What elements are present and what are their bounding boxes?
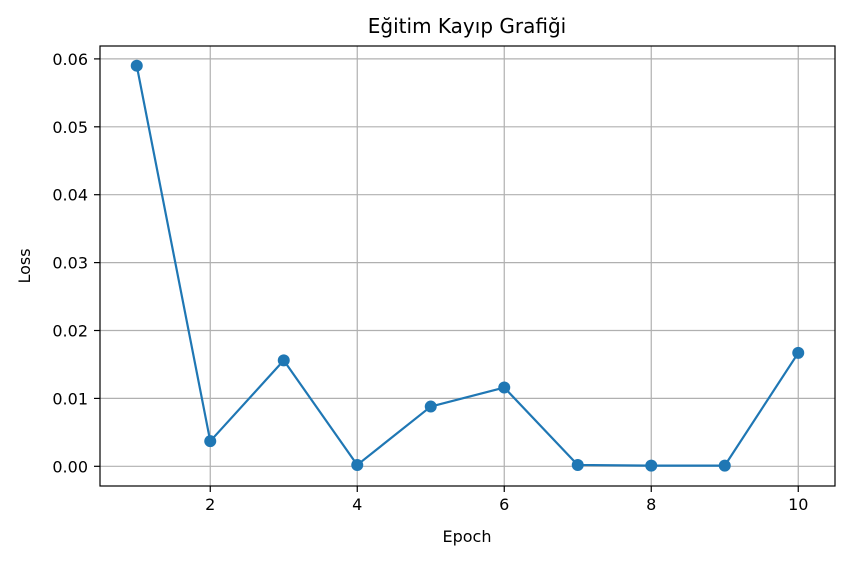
series-line <box>135 65 800 467</box>
data-point <box>277 354 290 367</box>
x-tick-label: 4 <box>352 495 362 514</box>
data-point <box>571 458 584 471</box>
x-tick-label: 2 <box>205 495 215 514</box>
chart-title: Eğitim Kayıp Grafiği <box>368 14 566 38</box>
data-point <box>204 435 217 448</box>
grid-lines <box>100 46 835 486</box>
y-tick-label: 0.03 <box>52 254 88 273</box>
data-point <box>130 59 143 72</box>
data-point <box>351 458 364 471</box>
plot-frame <box>99 45 836 487</box>
data-point <box>792 346 805 359</box>
y-tick-label: 0.02 <box>52 322 88 341</box>
data-point <box>498 381 511 394</box>
x-tick-label: 8 <box>646 495 656 514</box>
y-axis-ticks: 0.00 0.01 0.02 0.03 0.04 0.05 0.06 <box>52 50 100 476</box>
x-tick-label: 6 <box>499 495 509 514</box>
data-point <box>645 459 658 472</box>
y-tick-label: 0.01 <box>52 389 88 408</box>
x-tick-label: 10 <box>788 495 808 514</box>
x-axis-label: Epoch <box>443 527 492 546</box>
data-point <box>718 459 731 472</box>
y-tick-label: 0.05 <box>52 118 88 137</box>
y-tick-label: 0.00 <box>52 457 88 476</box>
y-axis-label: Loss <box>15 248 34 283</box>
x-axis-ticks: 2 4 6 8 10 <box>205 486 808 514</box>
data-point <box>424 400 437 413</box>
series-layer <box>130 59 805 472</box>
y-tick-label: 0.06 <box>52 50 88 69</box>
y-tick-label: 0.04 <box>52 186 88 205</box>
